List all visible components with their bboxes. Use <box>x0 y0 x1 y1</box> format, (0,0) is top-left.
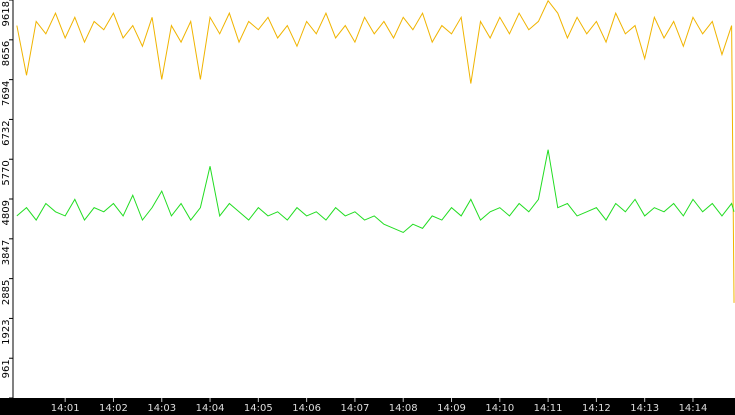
x-axis-bar <box>0 398 735 415</box>
x-tick-label: 14:05 <box>244 403 273 414</box>
x-tick-label: 14:03 <box>147 403 176 414</box>
y-tick-label: 9618 <box>1 1 12 26</box>
y-tick-label: 0 <box>1 399 12 405</box>
y-tick-label: 7694 <box>1 81 12 106</box>
x-tick-label: 14:09 <box>437 403 466 414</box>
x-tick-label: 14:07 <box>341 403 370 414</box>
y-tick-label: 2885 <box>1 280 12 305</box>
y-tick-label: 3847 <box>1 240 12 265</box>
x-tick-label: 14:14 <box>679 403 708 414</box>
x-tick-label: 14:12 <box>582 403 611 414</box>
series-line <box>16 0 735 303</box>
x-tick-label: 14:06 <box>292 403 321 414</box>
y-tick-label: 961 <box>1 359 12 378</box>
y-tick-label: 5770 <box>1 160 12 185</box>
x-tick-label: 14:10 <box>485 403 514 414</box>
x-tick-label: 14:01 <box>51 403 80 414</box>
x-tick-label: 14:11 <box>534 403 563 414</box>
y-tick-label: 8656 <box>1 41 12 66</box>
y-tick-label: 1923 <box>1 319 12 344</box>
series-line <box>16 149 735 234</box>
y-tick-label: 6732 <box>1 120 12 145</box>
y-tick-label: 4809 <box>1 200 12 225</box>
x-tick-label: 14:08 <box>389 403 418 414</box>
x-tick-label: 14:04 <box>196 403 225 414</box>
x-tick-label: 14:02 <box>99 403 128 414</box>
x-tick-label: 14:13 <box>630 403 659 414</box>
